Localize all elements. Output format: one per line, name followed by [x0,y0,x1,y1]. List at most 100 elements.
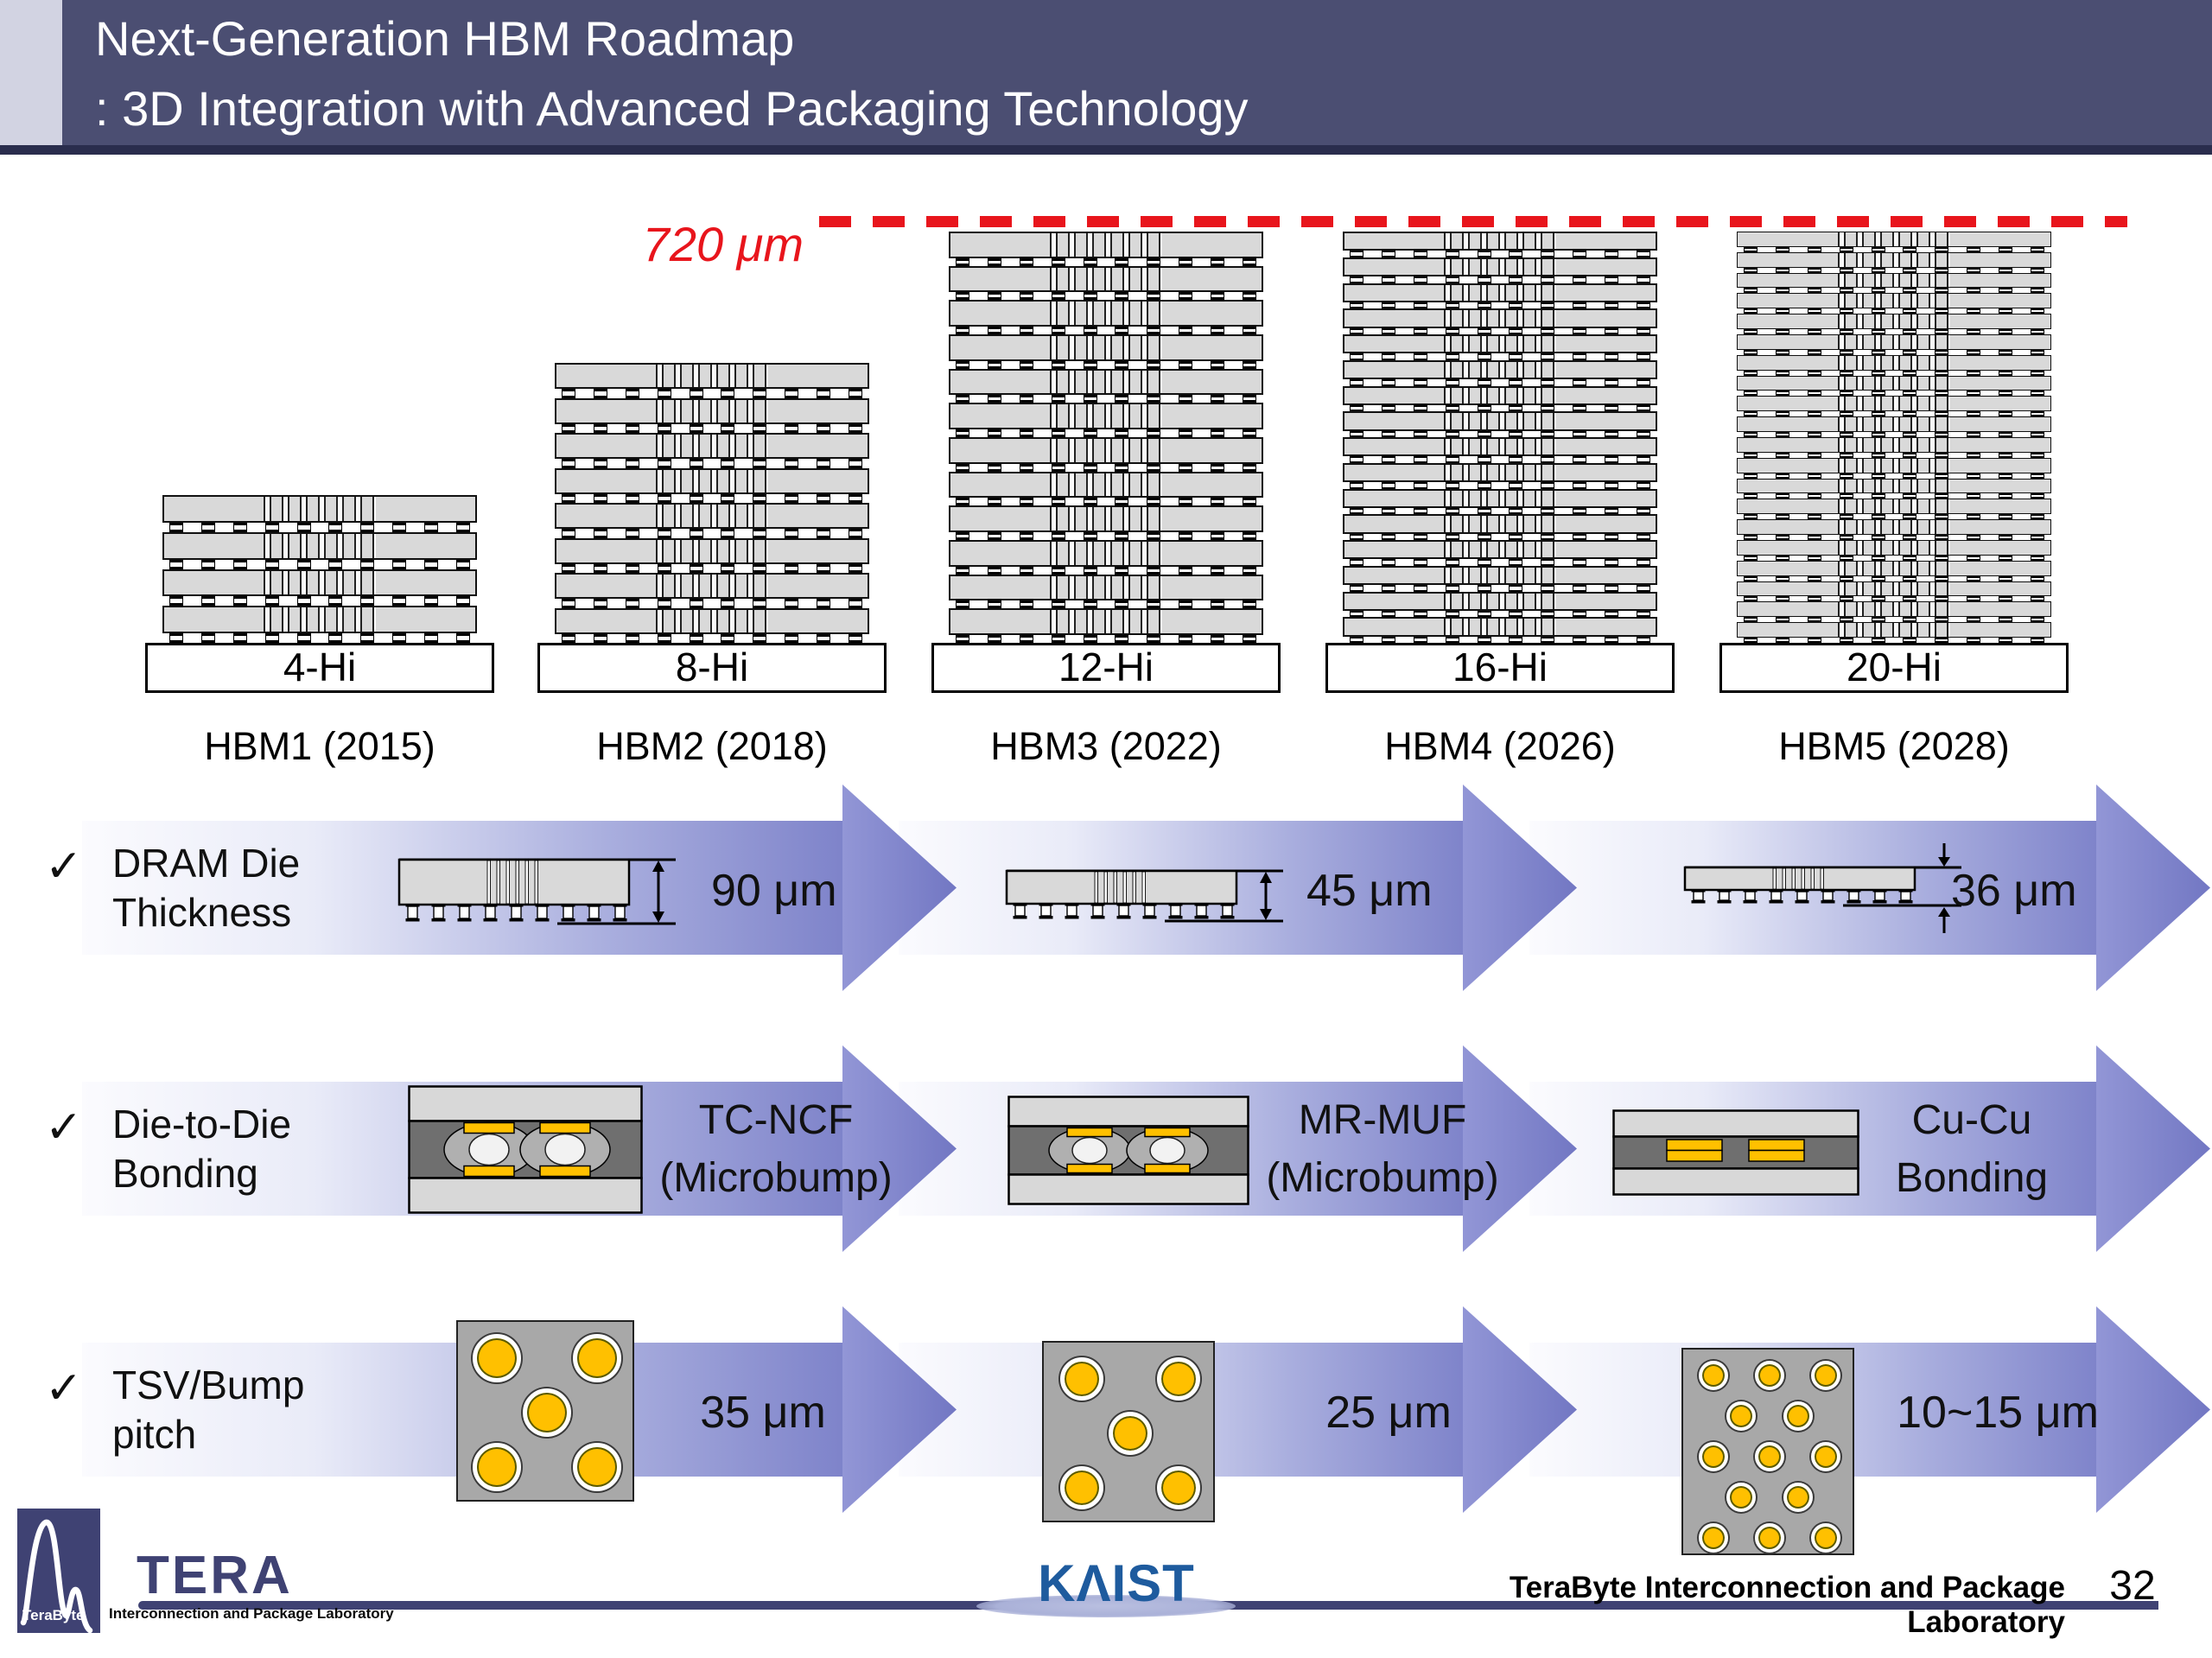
dram-die [949,265,1263,293]
microbump [956,566,969,575]
microbump [956,635,969,643]
microbump [1903,370,1917,376]
microbump-row [949,463,1263,472]
microbump [1350,482,1363,489]
tsv-bump-dot [1811,1523,1840,1553]
microbump [1775,267,1789,273]
microbump [1903,308,1917,314]
microbump [1839,246,1853,252]
microbump-row [1737,473,2051,479]
microbump [1807,575,1821,581]
microbump [1999,575,2012,581]
microbump [657,599,671,608]
microbump-row [1343,302,1657,309]
die-thickness-figure [397,849,683,957]
microbump-row [1343,456,1657,463]
microbump [1605,327,1618,334]
microbump [1775,452,1789,458]
microbump [1903,596,1917,602]
microbump [657,633,671,643]
microbump [1541,276,1555,283]
microbump [1445,482,1459,489]
microbump [1083,532,1097,540]
microbump [1350,404,1363,412]
microbump-row [1737,555,2051,561]
microbump [1807,288,1821,294]
microbump [1605,404,1618,412]
microbump [1179,327,1193,334]
tsv-lines [1838,561,1950,575]
microbump-row [1343,353,1657,360]
microbump [1935,308,1949,314]
microbump [1445,636,1459,643]
microbump-row [1343,251,1657,257]
microbump [1083,292,1097,301]
microbump [689,423,703,433]
microbump [848,459,862,468]
header-bar [62,0,2212,145]
microbump [1871,246,1885,252]
tsv-pitch-figure [456,1320,634,1502]
stack-gen-label: HBM2 (2018) [596,724,828,768]
microbump [1903,391,1917,397]
microbump [1807,411,1821,417]
microbump [657,389,671,398]
microbump [1350,610,1363,618]
microbump [987,429,1001,437]
microbump [1541,327,1555,334]
microbump [1477,379,1491,386]
microbump [1477,302,1491,309]
page-number: 32 [2109,1563,2156,1609]
microbump [232,522,247,532]
microbump [1903,535,1917,540]
microbump [296,633,311,643]
dram-die [949,540,1263,567]
microbump [625,599,639,608]
microbump [2030,267,2044,273]
microbump [1211,327,1224,334]
microbump [455,559,470,569]
microbump [1179,292,1193,301]
microbump [1147,463,1161,472]
tsv-bump-dot [1109,1412,1152,1455]
microbump [264,559,279,569]
microbump [625,389,639,398]
microbump [1999,596,2012,602]
microbump [785,493,799,503]
microbump [785,633,799,643]
microbump [1381,327,1395,334]
microbump [1839,267,1853,273]
microbump [1445,456,1459,463]
microbump [1999,638,2012,643]
microbump [2030,370,2044,376]
microbump [2030,452,2044,458]
microbump [1903,329,1917,334]
microbump [753,633,767,643]
dram-die [555,397,869,424]
stack-gen-label: HBM4 (2026) [1384,724,1616,768]
microbump [1839,370,1853,376]
microbump [817,423,830,433]
microbump [1999,514,2012,520]
microbump [562,459,575,468]
microbump [1381,430,1395,437]
microbump [1541,482,1555,489]
microbump [1413,610,1427,618]
microbump [1179,532,1193,540]
microbump [1147,327,1161,334]
microbump [1807,596,1821,602]
microbump [1413,533,1427,540]
microbump [987,463,1001,472]
tsv-bump-dot [1726,1483,1756,1512]
microbump [1871,349,1885,355]
tsv-bump-dot [473,1443,522,1491]
microbump [1839,473,1853,479]
microbump [1350,353,1363,360]
microbump [169,596,183,607]
microbump [1903,411,1917,417]
microbump [1839,555,1853,561]
tsv-bump-dot [1783,1483,1813,1512]
microbump [1381,456,1395,463]
microbump [1019,463,1033,472]
footer-lab-name: TeraByte Interconnection and Package Lab… [1509,1571,2065,1639]
